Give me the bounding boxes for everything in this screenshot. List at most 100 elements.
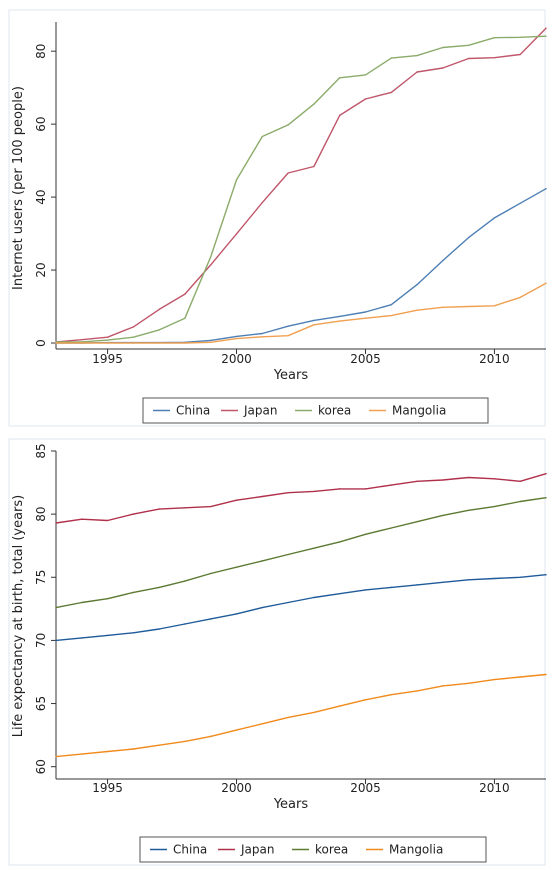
data-point-mangolia (184, 342, 186, 344)
data-point-mangolia (545, 673, 547, 676)
data-point-mangolia (493, 305, 496, 307)
data-point-japan (132, 326, 135, 328)
data-point-korea (313, 547, 315, 549)
data-point-mangolia (158, 744, 160, 746)
data-point-china (313, 596, 315, 599)
legend-label-japan: Japan (243, 404, 277, 418)
data-point-mangolia (261, 336, 264, 338)
series-line-japan (55, 473, 547, 524)
data-point-china (493, 217, 496, 219)
data-point-mangolia (81, 753, 83, 755)
data-point-china (338, 592, 341, 595)
data-point-japan (338, 114, 341, 117)
data-point-mangolia (313, 324, 315, 326)
legend-label-korea: korea (315, 843, 348, 857)
life-expectancy-chart: Years Life expectancy at birth, total (y… (8, 438, 547, 866)
legend-box (139, 836, 487, 863)
data-point-japan (158, 308, 160, 311)
y-tick-label: 20 (34, 262, 48, 277)
x-tick-label: 1995 (92, 781, 123, 795)
plot-lines (55, 473, 547, 758)
data-point-japan (493, 57, 496, 59)
data-point-korea (545, 35, 547, 37)
data-point-mangolia (416, 309, 418, 311)
data-point-japan (313, 490, 315, 493)
data-point-korea (364, 533, 367, 536)
legend-label-korea: korea (318, 404, 351, 418)
data-point-china (210, 339, 212, 342)
data-point-korea (390, 57, 392, 59)
data-point-korea (55, 606, 57, 609)
x-tick-label: 2010 (479, 352, 510, 366)
data-point-japan (210, 264, 212, 266)
data-point-japan (132, 513, 135, 515)
legend-label-mangolia: Mangolia (392, 404, 446, 418)
data-point-china (81, 637, 83, 639)
y-tick-label: 0 (34, 339, 48, 347)
data-point-mangolia (235, 729, 238, 731)
x-axis-title: Years (273, 368, 309, 383)
y-tick-label: 65 (34, 696, 48, 711)
data-point-china (106, 634, 109, 637)
x-tick-label: 2005 (350, 781, 381, 795)
data-point-japan (467, 476, 470, 479)
y-tick-label: 80 (34, 44, 48, 59)
series-line-japan (55, 27, 547, 343)
data-point-mangolia (545, 282, 547, 284)
series-line-china (55, 574, 547, 642)
data-point-china (519, 576, 521, 578)
data-point-japan (184, 293, 186, 295)
data-point-japan (81, 518, 83, 520)
series-line-korea (56, 35, 547, 343)
y-tick-label: 75 (34, 570, 48, 585)
data-point-japan (81, 339, 83, 341)
data-point-korea (235, 566, 238, 568)
data-point-mangolia (132, 342, 135, 344)
data-point-mangolia (55, 342, 57, 344)
data-point-china (442, 581, 444, 584)
data-point-korea (338, 541, 341, 543)
data-point-korea (235, 179, 238, 181)
data-point-china (55, 639, 57, 642)
series-line-mangolia (55, 673, 547, 758)
data-point-mangolia (158, 342, 160, 344)
data-point-korea (390, 527, 392, 529)
data-point-korea (184, 580, 186, 582)
data-point-china (467, 236, 470, 239)
data-point-mangolia (467, 305, 470, 308)
data-point-korea (467, 44, 470, 47)
data-point-korea (287, 553, 289, 556)
data-point-korea (416, 521, 418, 523)
legend: China Japan korea Mangolia (142, 397, 489, 424)
data-point-china (493, 577, 496, 580)
data-point-mangolia (519, 676, 521, 678)
data-point-japan (442, 479, 444, 481)
data-point-mangolia (364, 317, 367, 319)
data-point-mangolia (132, 748, 135, 750)
data-point-korea (467, 509, 470, 512)
legend-box (142, 397, 489, 424)
data-point-japan (106, 519, 109, 522)
y-tick-label: 80 (34, 506, 48, 521)
legend-label-mangolia: Mangolia (389, 843, 443, 857)
data-point-korea (106, 598, 109, 600)
x-axis-title: Years (273, 797, 309, 812)
data-point-china (519, 202, 521, 204)
y-tick-label: 70 (34, 633, 48, 648)
data-point-korea (493, 505, 496, 508)
data-point-korea (184, 317, 186, 319)
data-point-korea (442, 46, 444, 49)
legend: China Japan korea Mangolia (139, 836, 487, 863)
data-point-china (210, 618, 212, 620)
data-point-china (184, 623, 186, 625)
data-point-china (364, 589, 367, 591)
legend-label-china: China (173, 843, 207, 857)
data-point-china (261, 606, 264, 609)
data-point-japan (467, 57, 470, 60)
data-point-mangolia (287, 716, 289, 719)
data-point-mangolia (519, 296, 521, 299)
data-point-japan (235, 499, 238, 501)
data-point-mangolia (442, 306, 444, 308)
data-point-korea (158, 329, 160, 331)
data-point-japan (390, 91, 392, 94)
